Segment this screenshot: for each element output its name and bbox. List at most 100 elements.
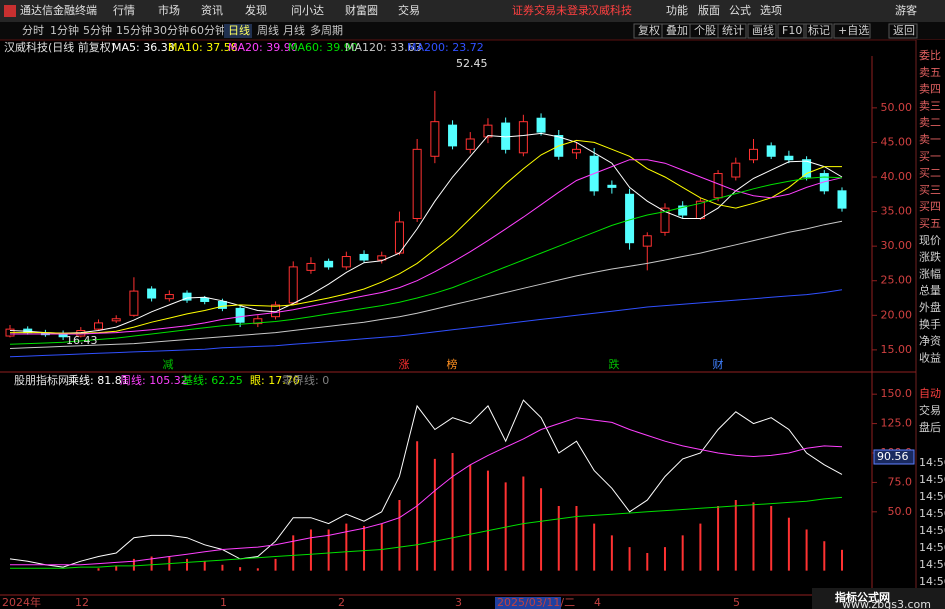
- quote-label: 现价: [919, 234, 941, 247]
- x-tick-label: 4: [594, 596, 601, 609]
- tool-button[interactable]: 复权: [638, 23, 660, 37]
- tool-button[interactable]: 返回: [893, 24, 915, 37]
- menu-item[interactable]: 交易: [398, 3, 420, 17]
- tool-button[interactable]: 叠加: [666, 24, 688, 37]
- y-tick-label: 125.0: [881, 417, 913, 430]
- period-button[interactable]: 日线: [228, 23, 250, 37]
- menu-item[interactable]: 公式: [729, 4, 751, 17]
- candle-body: [182, 292, 192, 301]
- menu-item[interactable]: 行情: [113, 4, 135, 17]
- watermark-bg: [812, 588, 945, 609]
- annotation: 52.45: [456, 57, 488, 70]
- trade-label: 交易: [919, 403, 941, 417]
- time-label: 14:56: [919, 473, 945, 486]
- period-button[interactable]: 月线: [283, 23, 305, 37]
- time-label: 14:56: [919, 575, 945, 588]
- time-label: 14:56: [919, 456, 945, 469]
- quote-label: 买二: [919, 167, 941, 180]
- period-button[interactable]: 30分钟: [153, 23, 189, 37]
- legend-item: 零界线: 0: [282, 373, 329, 387]
- period-button[interactable]: 1分钟: [50, 23, 79, 37]
- candle-body: [359, 253, 369, 261]
- time-label: 14:56: [919, 524, 945, 537]
- period-button[interactable]: 分时: [22, 24, 44, 37]
- quote-label: 买三: [919, 183, 941, 196]
- quote-label: 买五: [919, 217, 941, 230]
- date-highlight: [495, 597, 561, 609]
- candle-body: [748, 148, 758, 161]
- candle-body: [164, 294, 174, 300]
- indicator-title: 股朋指标网: [14, 373, 69, 387]
- x-tick-label: 3: [455, 596, 462, 609]
- notice: 证券交易未登录: [512, 3, 589, 17]
- menu-item[interactable]: 资讯: [201, 4, 223, 17]
- y-tick-label: 20.00: [881, 308, 913, 321]
- candle-body: [129, 290, 139, 316]
- candle-body: [217, 300, 227, 309]
- time-label: 14:56: [919, 507, 945, 520]
- quote-label: 卖一: [919, 133, 941, 146]
- candle-body: [306, 262, 316, 271]
- candle-body: [802, 159, 812, 178]
- menu-item[interactable]: 功能: [666, 3, 688, 17]
- event-marker: 榜: [447, 357, 458, 371]
- y-tick-label: 25.00: [881, 274, 913, 287]
- menu-item[interactable]: 财富圈: [345, 3, 378, 17]
- quote-label: 涨跌: [919, 250, 941, 264]
- y-tick-label: 50.00: [881, 101, 913, 114]
- period-button[interactable]: 周线: [257, 23, 279, 37]
- tool-button[interactable]: 标记: [808, 23, 830, 37]
- candle-body: [678, 205, 688, 216]
- menu-item[interactable]: 发现: [245, 3, 267, 17]
- side-panel: [916, 40, 945, 609]
- candle-body: [731, 162, 741, 178]
- quote-label: 外盘: [919, 300, 941, 314]
- watermark: 指标公式网: [835, 590, 890, 604]
- chart-title: 汉威科技(日线 前复权): [4, 40, 115, 54]
- menu-item[interactable]: 版面: [698, 3, 720, 17]
- indicator-line: [10, 417, 843, 566]
- legend-item: MA200: 23.72: [407, 41, 484, 54]
- menu-bar: [0, 0, 945, 22]
- tool-button[interactable]: F10: [782, 24, 802, 37]
- y-tick-label: 150.0: [881, 387, 913, 400]
- candle-body: [536, 117, 546, 133]
- tool-button[interactable]: +自选: [838, 24, 869, 37]
- period-button[interactable]: 多周期: [310, 23, 343, 37]
- tool-button[interactable]: 个股: [694, 24, 716, 37]
- user[interactable]: 游客: [895, 3, 917, 17]
- candle-body: [448, 124, 458, 147]
- quote-label: 委比: [919, 49, 941, 62]
- ma-line: [10, 139, 842, 334]
- candle-body: [271, 304, 281, 318]
- ma-line: [9, 289, 843, 358]
- candle-body: [784, 155, 794, 161]
- candle-body: [625, 193, 635, 244]
- menu-item[interactable]: 市场: [158, 3, 180, 17]
- tool-button[interactable]: 统计: [722, 24, 744, 37]
- y-tick-label: 50.0: [888, 505, 913, 518]
- time-label: 14:56: [919, 558, 945, 571]
- tool-border: [717, 23, 747, 39]
- current-value-box: [873, 449, 915, 465]
- tool-border: [777, 23, 807, 39]
- candle-body: [607, 184, 617, 188]
- legend-item: MA5: 36.33: [112, 41, 175, 54]
- x-tick-label: 5: [733, 596, 740, 609]
- indicator-line: [10, 496, 843, 569]
- candle-body: [288, 266, 298, 304]
- time-label: 14:56: [919, 490, 945, 503]
- candle-body: [642, 235, 652, 247]
- period-button[interactable]: 60分钟: [190, 23, 226, 37]
- period-button[interactable]: 5分钟: [83, 23, 112, 37]
- x-tick-label: 2025/03/11/二: [497, 596, 575, 609]
- legend-item: 眼: 17.70: [250, 374, 300, 387]
- tool-button[interactable]: 画线: [752, 23, 774, 37]
- period-button[interactable]: 15分钟: [116, 23, 152, 37]
- candle-body: [235, 307, 245, 323]
- menu-item[interactable]: 问小达: [291, 4, 324, 17]
- candle-body: [713, 173, 723, 199]
- app-icon: [4, 5, 16, 17]
- menu-item[interactable]: 选项: [760, 4, 782, 17]
